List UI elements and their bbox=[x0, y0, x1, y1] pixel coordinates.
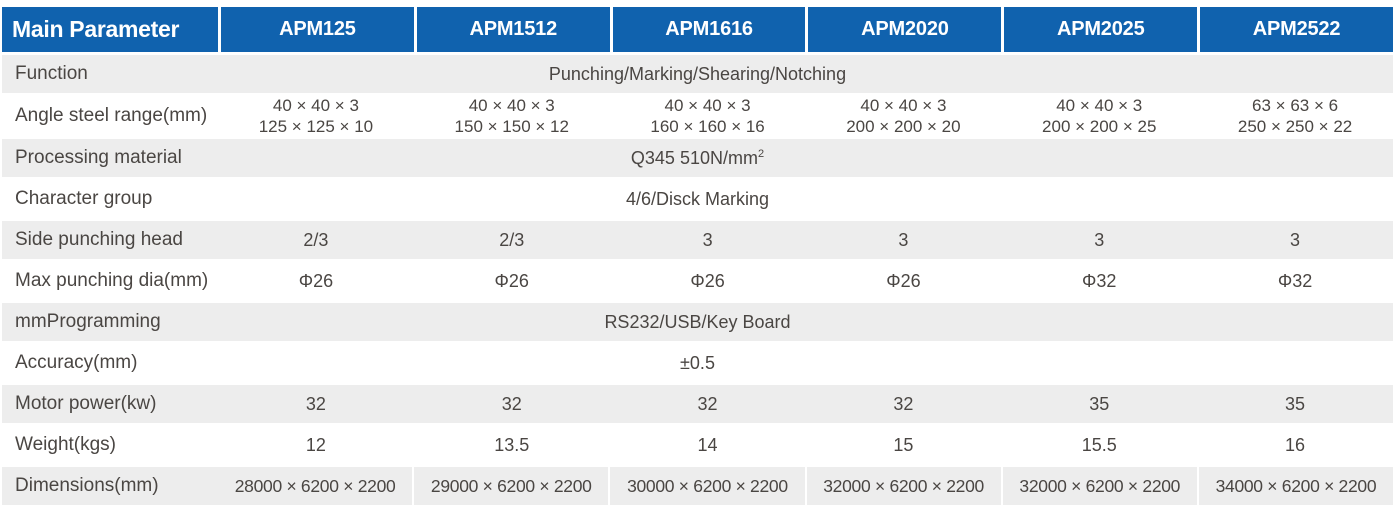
cell-apm1512: 29000 × 6200 × 2200 bbox=[412, 467, 608, 505]
row-label: Processing material bbox=[15, 147, 182, 168]
cell-apm125: 40 × 40 × 3 125 × 125 × 10 bbox=[258, 96, 374, 136]
cell-apm2020: 3 bbox=[898, 229, 909, 250]
cell-apm1616: 14 bbox=[697, 434, 718, 455]
cell-apm1616: Φ26 bbox=[690, 270, 725, 291]
row-label: Weight(kgs) bbox=[15, 434, 117, 455]
cell-apm1616: 32 bbox=[697, 393, 718, 414]
row-weight: Weight(kgs) 12 13.5 14 15 15.5 16 bbox=[2, 423, 1393, 467]
row-label: Angle steel range(mm) bbox=[15, 105, 208, 126]
cell-apm2020: 32000 × 6200 × 2200 bbox=[804, 467, 1001, 505]
cell-apm2522: 16 bbox=[1285, 434, 1306, 455]
cell-apm1616: 3 bbox=[702, 229, 713, 250]
cell-apm125: 32 bbox=[305, 393, 326, 414]
spec-table: Main Parameter APM125 APM1512 APM1616 AP… bbox=[0, 7, 1395, 505]
row-function: Function Punching/Marking/Shearing/Notch… bbox=[2, 55, 1393, 93]
cell-apm2025: Φ32 bbox=[1082, 270, 1117, 291]
cell-apm2020: 15 bbox=[893, 434, 914, 455]
cell-apm1512: 13.5 bbox=[494, 434, 530, 455]
header-col-apm1616: APM1616 bbox=[609, 7, 806, 52]
cell-apm125: 12 bbox=[305, 434, 326, 455]
row-label: Max punching dia(mm) bbox=[15, 270, 209, 291]
row-side-punching-head: Side punching head 2/3 2/3 3 3 3 3 bbox=[2, 221, 1393, 259]
row-accuracy: Accuracy(mm) ±0.5 bbox=[2, 341, 1393, 385]
header-col-apm2020: APM2020 bbox=[805, 7, 1002, 52]
cell-apm1512: 40 × 40 × 3 150 × 150 × 12 bbox=[454, 96, 569, 136]
row-label: Character group bbox=[15, 188, 153, 209]
row-label: Accuracy(mm) bbox=[15, 352, 138, 373]
row-max-punching-dia: Max punching dia(mm) Φ26 Φ26 Φ26 Φ26 Φ32… bbox=[2, 259, 1393, 303]
cell-apm1616: 30000 × 6200 × 2200 bbox=[608, 467, 804, 505]
cell-apm125: 2/3 bbox=[303, 229, 329, 250]
header-col-apm125: APM125 bbox=[218, 7, 414, 52]
table-header-row: Main Parameter APM125 APM1512 APM1616 AP… bbox=[2, 7, 1393, 52]
row-label: Side punching head bbox=[15, 229, 183, 250]
row-label: Function bbox=[15, 63, 88, 84]
row-value: Punching/Marking/Shearing/Notching bbox=[548, 63, 847, 84]
cell-apm2522: 34000 × 6200 × 2200 bbox=[1196, 467, 1393, 505]
superscript: 2 bbox=[757, 147, 765, 160]
row-motor-power: Motor power(kw) 32 32 32 32 35 35 bbox=[2, 385, 1393, 423]
cell-apm2020: Φ26 bbox=[886, 270, 921, 291]
cell-apm125: 28000 × 6200 × 2200 bbox=[234, 476, 396, 496]
row-value: Q345 510N/mm2 bbox=[630, 147, 765, 168]
row-value: 4/6/Disck Marking bbox=[625, 188, 770, 209]
row-label: Motor power(kw) bbox=[15, 393, 157, 414]
cell-apm125: Φ26 bbox=[298, 270, 334, 291]
row-processing-material: Processing material Q345 510N/mm2 bbox=[2, 139, 1393, 177]
cell-apm2522: 35 bbox=[1285, 393, 1306, 414]
row-label: mmProgramming bbox=[15, 311, 161, 332]
header-col-apm2522: APM2522 bbox=[1197, 7, 1393, 52]
cell-apm1616: 40 × 40 × 3 160 × 160 × 16 bbox=[650, 96, 765, 136]
cell-apm1512: Φ26 bbox=[494, 270, 529, 291]
cell-apm2522: 63 × 63 × 6 250 × 250 × 22 bbox=[1237, 96, 1353, 136]
row-programming: mmProgramming RS232/USB/Key Board bbox=[2, 303, 1393, 341]
cell-apm2020: 40 × 40 × 3 200 × 200 × 20 bbox=[846, 96, 961, 136]
cell-apm2025: 32000 × 6200 × 2200 bbox=[1000, 467, 1197, 505]
cell-apm2025: 35 bbox=[1089, 393, 1110, 414]
cell-apm2025: 3 bbox=[1094, 229, 1105, 250]
cell-apm2020: 32 bbox=[893, 393, 914, 414]
row-value: RS232/USB/Key Board bbox=[604, 311, 791, 332]
cell-apm2522: 3 bbox=[1290, 229, 1301, 250]
cell-apm1512: 2/3 bbox=[499, 229, 525, 250]
cell-apm2025: 15.5 bbox=[1081, 434, 1117, 455]
header-main-parameter: Main Parameter bbox=[2, 7, 218, 52]
header-col-apm2025: APM2025 bbox=[1001, 7, 1198, 52]
row-angle-steel-range: Angle steel range(mm) 40 × 40 × 3 125 × … bbox=[2, 93, 1393, 139]
row-dimensions: Dimensions(mm) 28000 × 6200 × 2200 29000… bbox=[2, 467, 1393, 505]
row-character-group: Character group 4/6/Disck Marking bbox=[2, 177, 1393, 221]
row-label: Dimensions(mm) bbox=[15, 475, 159, 496]
cell-apm2522: Φ32 bbox=[1277, 270, 1313, 291]
header-col-apm1512: APM1512 bbox=[413, 7, 610, 52]
cell-apm1512: 32 bbox=[501, 393, 522, 414]
row-value: ±0.5 bbox=[680, 352, 715, 373]
cell-apm2025: 40 × 40 × 3 200 × 200 × 25 bbox=[1042, 96, 1157, 136]
